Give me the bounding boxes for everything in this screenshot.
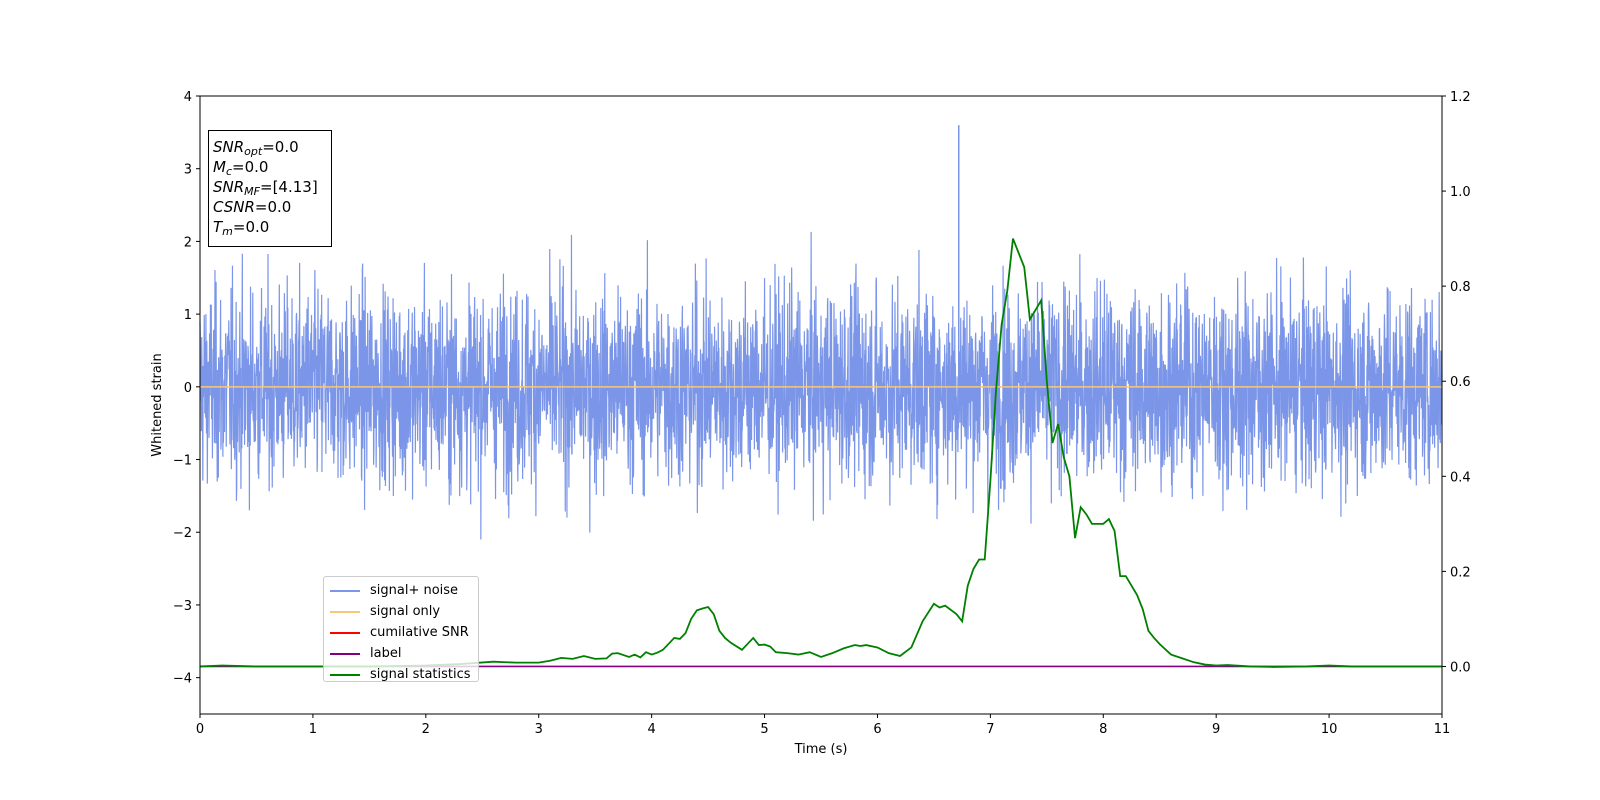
legend-label: signal statistics: [370, 667, 471, 682]
legend-label: signal+ noise: [370, 583, 459, 598]
y-tick-label: 0: [184, 381, 192, 396]
noise-line: [199, 231, 1443, 540]
legend-swatch: [330, 673, 360, 676]
y2-axis-ticks: 1.2 1.0 0.8 0.6 0.4 0.2 0.0: [1442, 90, 1471, 675]
x-tick-label: 6: [873, 722, 881, 737]
x-tick-label: 2: [422, 722, 430, 737]
y2-tick-label: 0.0: [1450, 660, 1471, 675]
x-tick-label: 3: [535, 722, 543, 737]
annotation-line: Tm=0.0: [213, 218, 270, 238]
legend-swatch: [330, 610, 360, 613]
x-tick-label: 9: [1212, 722, 1220, 737]
legend-swatch: [330, 589, 360, 592]
y-tick-label: −2: [173, 526, 192, 541]
x-tick-label: 1: [309, 722, 317, 737]
x-tick-label: 11: [1434, 722, 1451, 737]
y2-tick-label: 0.4: [1450, 470, 1471, 485]
y-axis-label: Whitened strain: [150, 353, 165, 456]
x-tick-label: 8: [1099, 722, 1107, 737]
annotation-line: Mc=0.0: [213, 158, 269, 178]
y-tick-label: 2: [184, 235, 192, 250]
legend: signal+ noise signal only cumilative SNR la…: [323, 576, 479, 682]
legend-label: label: [370, 646, 402, 661]
y-tick-label: −3: [173, 599, 192, 614]
x-tick-label: 4: [647, 722, 655, 737]
y-tick-label: 3: [184, 163, 192, 178]
y2-tick-label: 0.8: [1450, 280, 1471, 295]
y2-tick-label: 1.2: [1450, 90, 1471, 105]
legend-label: cumilative SNR: [370, 625, 469, 640]
legend-item: signal statistics: [330, 664, 472, 685]
legend-item: signal+ noise: [330, 580, 472, 601]
y-tick-label: 4: [184, 90, 192, 105]
noise-series: [199, 125, 1443, 540]
legend-item: cumilative SNR: [330, 622, 472, 643]
y-tick-label: −1: [173, 454, 192, 469]
annotation-line: SNRopt=0.0: [213, 138, 299, 158]
annotation-box: SNRopt=0.0 Mc=0.0 SNRMF=[4.13] CSNR=0.0 Tm=0…: [208, 130, 332, 247]
x-tick-label: 7: [986, 722, 994, 737]
plot-frame: [199, 95, 1443, 715]
y2-tick-label: 0.2: [1450, 565, 1471, 580]
annotation-line: SNRMF=[4.13]: [213, 178, 318, 198]
x-tick-label: 0: [196, 722, 204, 737]
signal-statistics-series: [199, 238, 1442, 668]
x-axis-ticks: 0 1 2 3 4 5 6 7 8 9 10 11: [196, 714, 1450, 737]
y-tick-label: 1: [184, 308, 192, 323]
y-tick-label: −4: [173, 672, 192, 687]
y-axis-ticks: 4 3 2 1 0 −1 −2 −3 −4: [173, 90, 200, 687]
signal-statistics-line: [199, 238, 1442, 668]
x-tick-label: 10: [1321, 722, 1338, 737]
x-axis-label: Time (s): [794, 742, 848, 757]
legend-label: signal only: [370, 604, 441, 619]
legend-swatch: [330, 652, 360, 655]
legend-swatch: [330, 631, 360, 634]
x-tick-label: 5: [760, 722, 768, 737]
y2-tick-label: 0.6: [1450, 375, 1471, 390]
legend-item: signal only: [330, 601, 472, 622]
legend-item: label: [330, 643, 472, 664]
annotation-line: CSNR=0.0: [213, 198, 292, 216]
y2-tick-label: 1.0: [1450, 185, 1471, 200]
